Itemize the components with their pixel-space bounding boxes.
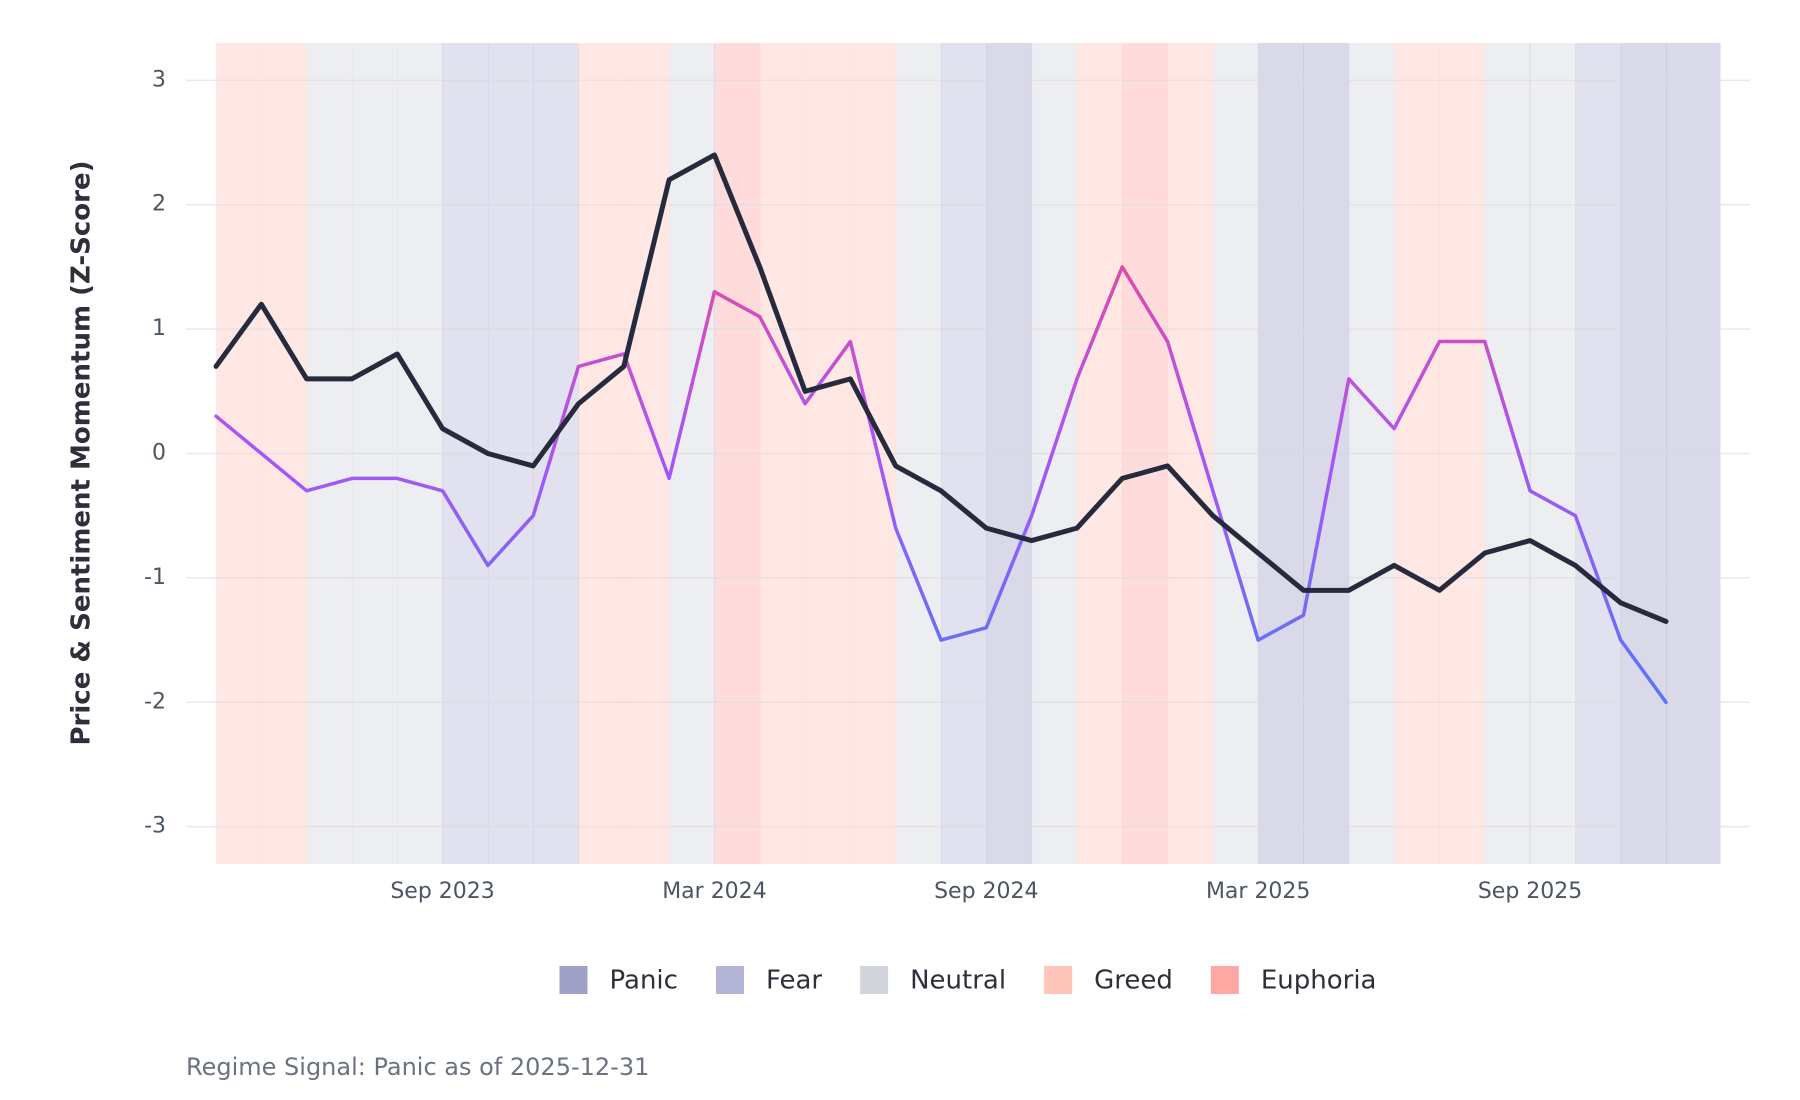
y-tick-label: 0: [152, 441, 166, 466]
legend-swatch: [715, 966, 744, 994]
series-line: [214, 265, 1668, 705]
series-line: [213, 152, 1669, 624]
legend-label: Euphoria: [1261, 966, 1377, 996]
y-tick-label: 3: [152, 67, 166, 92]
legend-swatch: [559, 966, 588, 994]
legend-label: Neutral: [910, 966, 1006, 996]
legend-swatch: [1210, 966, 1239, 994]
legend-label: Greed: [1094, 966, 1173, 996]
legend-swatch: [1044, 966, 1073, 994]
x-tick-label: Mar 2024: [662, 879, 767, 904]
legend-label: Panic: [610, 966, 678, 996]
legend-swatch: [860, 966, 889, 994]
y-tick-label: -1: [144, 565, 166, 590]
caption: Regime Signal: Panic as of 2025-12-31: [186, 1053, 649, 1081]
x-tick-label: Sep 2024: [934, 879, 1038, 904]
x-tick-label: Sep 2025: [1478, 879, 1582, 904]
y-tick-label: 2: [152, 192, 166, 217]
x-tick-label: Sep 2023: [390, 879, 494, 904]
y-tick-label: 1: [152, 316, 166, 341]
y-axis-title: Price & Sentiment Momentum (Z-Score): [67, 161, 97, 746]
x-tick-label: Mar 2025: [1206, 879, 1311, 904]
legend-label: Fear: [766, 966, 822, 996]
y-tick-label: -3: [144, 814, 166, 839]
y-tick-label: -2: [144, 689, 166, 714]
